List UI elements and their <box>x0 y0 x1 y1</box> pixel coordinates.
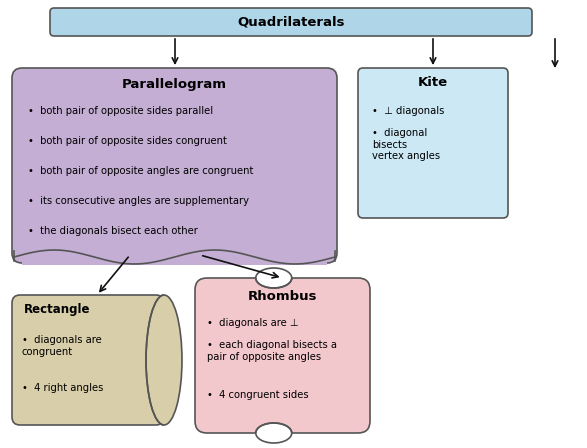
Text: •  both pair of opposite angles are congruent: • both pair of opposite angles are congr… <box>28 166 254 176</box>
Ellipse shape <box>256 268 292 288</box>
Bar <box>22 249 327 265</box>
Text: •  each diagonal bisects a
pair of opposite angles: • each diagonal bisects a pair of opposi… <box>207 340 337 362</box>
Text: Kite: Kite <box>418 76 448 89</box>
Text: Parallelogram: Parallelogram <box>122 78 227 90</box>
Text: •  its consecutive angles are supplementary: • its consecutive angles are supplementa… <box>28 196 249 206</box>
Text: •  4 right angles: • 4 right angles <box>22 383 103 393</box>
FancyBboxPatch shape <box>358 68 508 218</box>
Text: •  diagonals are
congruent: • diagonals are congruent <box>22 335 102 357</box>
Text: •  ⊥ diagonals: • ⊥ diagonals <box>372 106 444 116</box>
Text: Rectangle: Rectangle <box>24 302 90 315</box>
Ellipse shape <box>146 295 182 425</box>
Text: •  the diagonals bisect each other: • the diagonals bisect each other <box>28 226 198 236</box>
Text: •  diagonals are ⊥: • diagonals are ⊥ <box>207 318 299 328</box>
FancyBboxPatch shape <box>50 8 532 36</box>
Text: •  diagonal
bisects
vertex angles: • diagonal bisects vertex angles <box>372 128 440 161</box>
Text: Rhombus: Rhombus <box>248 289 317 302</box>
FancyBboxPatch shape <box>12 68 337 263</box>
Text: •  both pair of opposite sides parallel: • both pair of opposite sides parallel <box>28 106 213 116</box>
Ellipse shape <box>256 423 292 443</box>
FancyBboxPatch shape <box>195 278 370 433</box>
Text: Quadrilaterals: Quadrilaterals <box>237 16 345 29</box>
Ellipse shape <box>146 295 182 425</box>
FancyBboxPatch shape <box>12 295 164 425</box>
Text: •  both pair of opposite sides congruent: • both pair of opposite sides congruent <box>28 136 227 146</box>
Text: •  4 congruent sides: • 4 congruent sides <box>207 390 309 400</box>
